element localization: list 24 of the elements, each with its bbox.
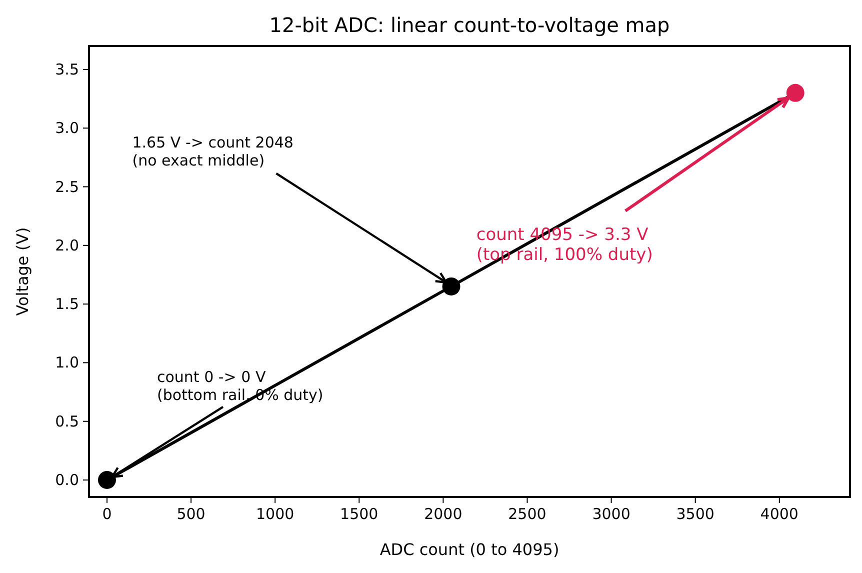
x-tick-label: 500 xyxy=(176,505,206,523)
y-tick-label: 0.5 xyxy=(55,412,79,430)
chart-title: 12-bit ADC: linear count-to-voltage map xyxy=(269,13,670,37)
x-tick-label: 2000 xyxy=(424,505,462,523)
y-tick-label: 1.0 xyxy=(55,354,79,372)
x-tick-label: 4000 xyxy=(760,505,798,523)
y-tick-label: 3.0 xyxy=(55,119,79,138)
y-tick-label: 3.5 xyxy=(55,60,79,78)
x-tick-label: 0 xyxy=(102,505,112,523)
y-axis-title: Voltage (V) xyxy=(13,227,32,316)
x-tick-label: 1500 xyxy=(340,505,378,523)
x-tick-label: 3500 xyxy=(676,505,714,523)
x-tick-label: 2500 xyxy=(508,505,546,523)
point xyxy=(786,84,804,102)
x-axis-title: ADC count (0 to 4095) xyxy=(380,540,560,559)
point xyxy=(98,470,116,489)
annotation: 1.65 V -> count 2048 (no exact middle) xyxy=(132,133,294,170)
point xyxy=(442,277,460,296)
y-tick-label: 1.5 xyxy=(55,295,79,314)
x-tick-label: 1000 xyxy=(256,505,294,523)
y-tick-label: 2.5 xyxy=(55,178,79,196)
y-tick-label: 0.0 xyxy=(55,470,79,489)
y-tick-label: 2.0 xyxy=(55,236,79,254)
x-tick-label: 3000 xyxy=(592,505,630,523)
